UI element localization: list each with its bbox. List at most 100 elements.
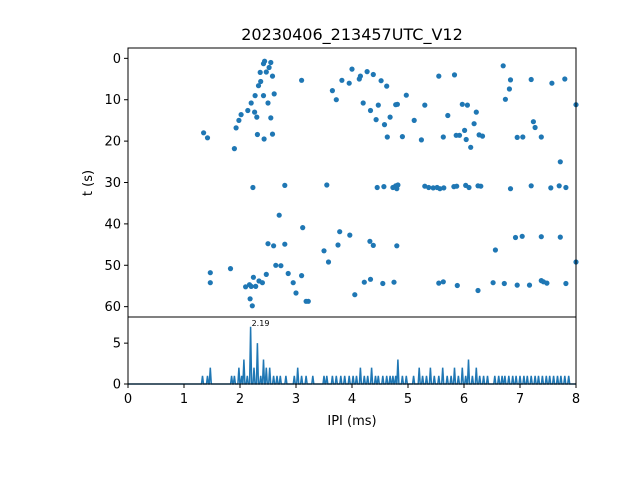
- scatter-point: [557, 234, 563, 240]
- scatter-point: [403, 92, 409, 98]
- scatter-point: [247, 296, 253, 302]
- histogram-x-tick-label: 4: [348, 392, 356, 407]
- scatter-point: [252, 93, 258, 99]
- scatter-point: [422, 102, 428, 108]
- scatter-point: [492, 247, 498, 253]
- scatter-point: [335, 242, 341, 248]
- histogram-y-axis: 05: [113, 337, 128, 393]
- scatter-point: [507, 186, 514, 192]
- scatter-y-tick-label: 40: [104, 217, 121, 232]
- scatter-point: [544, 280, 550, 286]
- scatter-point: [236, 117, 242, 123]
- scatter-point: [227, 266, 234, 272]
- scatter-y-tick-label: 50: [104, 259, 121, 274]
- scatter-point: [473, 109, 479, 115]
- scatter-point: [299, 273, 305, 279]
- scatter-point: [245, 107, 251, 114]
- scatter-point: [278, 263, 284, 269]
- scatter-point: [440, 279, 446, 285]
- scatter-point: [556, 183, 562, 189]
- scatter-point: [375, 102, 381, 108]
- scatter-point: [201, 130, 207, 136]
- scatter-point: [361, 279, 367, 285]
- scatter-point: [548, 185, 554, 191]
- scatter-point: [507, 77, 514, 83]
- scatter-point: [266, 64, 272, 71]
- scatter-point: [445, 112, 451, 119]
- scatter-point: [381, 122, 388, 128]
- scatter-point: [506, 86, 512, 92]
- scatter-point: [538, 134, 544, 140]
- scatter-point: [259, 280, 265, 286]
- histogram-y-tick-label: 0: [113, 378, 121, 393]
- scatter-point: [273, 262, 279, 268]
- histogram-x-tick-label: 1: [180, 392, 188, 407]
- histogram-y-tick-label: 5: [113, 337, 121, 352]
- scatter-point: [352, 292, 358, 298]
- histogram-x-tick-label: 0: [124, 392, 132, 407]
- scatter-point: [346, 80, 352, 86]
- scatter-point: [243, 284, 249, 290]
- scatter-point: [282, 182, 288, 188]
- scatter-point: [268, 115, 274, 121]
- scatter-point: [530, 119, 537, 125]
- scatter-point: [462, 127, 468, 133]
- scatter-point: [526, 282, 533, 288]
- scatter-point: [562, 76, 568, 82]
- scatter-point: [299, 77, 305, 83]
- scatter-point: [252, 109, 258, 115]
- scatter-point: [347, 232, 353, 238]
- histogram-x-tick-label: 7: [516, 392, 524, 407]
- scatter-panel: 20230406_213457UTC_V12 0 10 20 30 40 50 60 t (…: [81, 25, 579, 318]
- peak-annotation: 2.19: [252, 319, 270, 328]
- scatter-point: [300, 225, 306, 231]
- scatter-point: [466, 184, 472, 191]
- scatter-point: [394, 243, 400, 249]
- scatter-point: [459, 101, 465, 107]
- scatter-y-tick-label: 20: [104, 135, 121, 150]
- scatter-point: [384, 83, 390, 89]
- scatter-point: [271, 243, 277, 249]
- scatter-point: [475, 287, 481, 294]
- scatter-point: [436, 73, 442, 79]
- scatter-point: [500, 63, 506, 69]
- scatter-point: [528, 76, 534, 83]
- scatter-point: [233, 125, 239, 131]
- scatter-y-tick-label: 10: [104, 93, 121, 108]
- scatter-point: [384, 134, 390, 140]
- scatter-point: [254, 114, 260, 120]
- scatter-point: [263, 69, 269, 75]
- scatter-point: [538, 234, 544, 240]
- scatter-point: [395, 182, 401, 188]
- scatter-point: [514, 134, 520, 140]
- scatter-point: [253, 283, 259, 289]
- scatter-point: [563, 184, 569, 191]
- scatter-point: [532, 124, 538, 131]
- scatter-point: [254, 131, 260, 138]
- scatter-y-tick-label: 0: [113, 52, 121, 67]
- scatter-point: [549, 80, 555, 86]
- scatter-point: [349, 66, 355, 72]
- scatter-point: [430, 185, 436, 191]
- scatter-point: [502, 96, 508, 102]
- scatter-point: [260, 93, 267, 99]
- scatter-point: [276, 212, 282, 218]
- scatter-y-tick-label: 30: [104, 176, 121, 191]
- histogram-x-tick-label: 2: [236, 392, 244, 407]
- scatter-point: [269, 73, 276, 79]
- histogram-x-axis-label: IPI (ms): [327, 414, 376, 429]
- scatter-point: [378, 78, 384, 84]
- scatter-point: [231, 146, 237, 152]
- scatter-point: [255, 83, 262, 89]
- scatter-point: [422, 183, 428, 189]
- scatter-point: [204, 135, 211, 141]
- scatter-point: [440, 134, 446, 140]
- scatter-y-tick-label: 60: [104, 300, 121, 315]
- scatter-points: [201, 58, 579, 309]
- histogram-x-tick-label: 3: [292, 392, 300, 407]
- scatter-point: [207, 280, 213, 286]
- scatter-point: [367, 276, 374, 282]
- scatter-point: [456, 132, 463, 138]
- scatter-point: [514, 282, 520, 288]
